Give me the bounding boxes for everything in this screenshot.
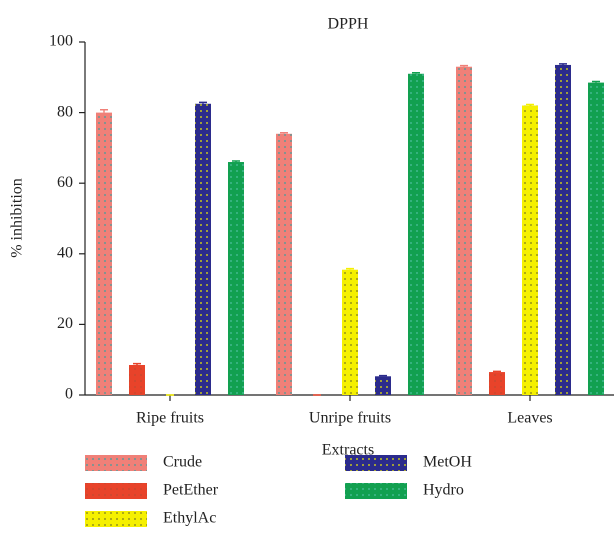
error-bar [100, 109, 108, 113]
bar [555, 64, 571, 395]
legend-label: Hydro [423, 482, 464, 499]
bar [489, 372, 505, 395]
bar [522, 105, 538, 395]
error-bar [133, 362, 141, 365]
legend-label: EthylAc [163, 510, 216, 527]
legend-label: MetOH [423, 454, 472, 471]
x-tick-label: Unripe fruits [309, 410, 391, 427]
error-bar [379, 374, 387, 377]
legend-swatch [85, 483, 147, 499]
bar [342, 269, 358, 395]
error-bar [493, 370, 501, 373]
chart-title: DPPH [328, 16, 369, 33]
bar [228, 162, 244, 395]
y-tick-label: 20 [57, 315, 73, 332]
y-axis-label: % inhibition [9, 178, 26, 258]
error-bar [199, 101, 207, 104]
x-tick-label: Leaves [507, 410, 552, 427]
error-bar [232, 160, 240, 163]
bar [375, 376, 391, 395]
y-tick-label: 80 [57, 103, 73, 120]
bar [588, 82, 604, 395]
y-tick-label: 40 [57, 244, 73, 261]
x-tick-label: Ripe fruits [136, 410, 204, 427]
error-bar [280, 131, 288, 134]
error-bar [526, 103, 534, 106]
legend-label: Crude [163, 454, 202, 471]
error-bar [559, 63, 567, 65]
x-axis-label: Extracts [322, 442, 374, 459]
legend-swatch [85, 511, 147, 527]
y-tick-label: 60 [57, 174, 73, 191]
legend-swatch [345, 483, 407, 499]
bar [456, 66, 472, 396]
y-tick-label: 0 [65, 386, 73, 403]
error-bar [346, 267, 354, 270]
error-bar [592, 80, 600, 83]
error-bar [412, 71, 420, 74]
bar [276, 133, 292, 395]
y-tick-label: 100 [49, 33, 73, 50]
bar [129, 364, 145, 395]
bar [96, 112, 112, 395]
bar [195, 103, 211, 396]
legend-label: PetEther [163, 482, 219, 499]
error-bar [460, 64, 468, 67]
legend-swatch [85, 455, 147, 471]
bar [408, 73, 424, 396]
legend-swatch [345, 455, 407, 471]
